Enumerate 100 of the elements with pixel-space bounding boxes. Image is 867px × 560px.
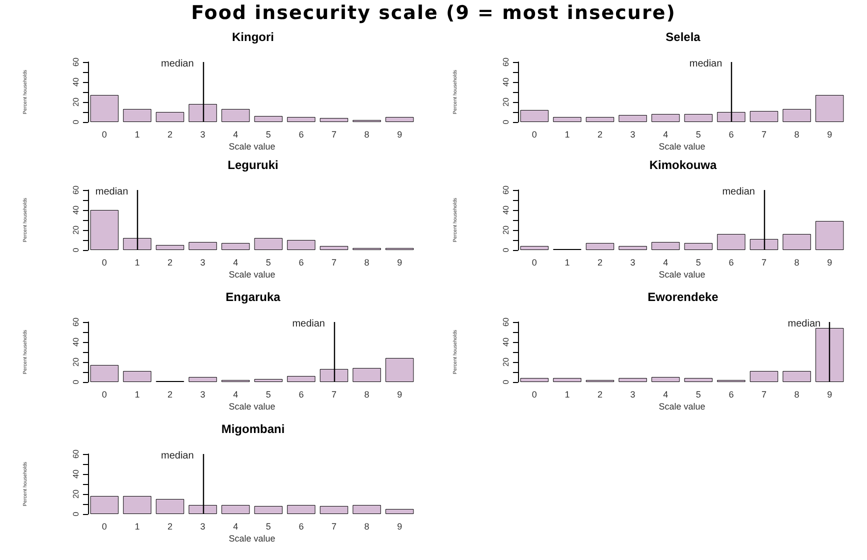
ref-line-label: median — [689, 58, 722, 70]
ref-line-label: median — [788, 318, 821, 330]
ref-line-label: median — [160, 450, 194, 462]
x-tick-label: 1 — [134, 522, 140, 532]
y-tick-label: 40 — [502, 337, 510, 346]
x-tick-label: 9 — [827, 130, 832, 140]
ref-line-label: median — [95, 186, 128, 198]
bar — [782, 371, 811, 382]
x-tick-label: 0 — [102, 130, 107, 140]
x-tick-label: 4 — [663, 258, 668, 268]
bar — [815, 95, 844, 122]
chart-title: Kimokouwa — [649, 158, 717, 172]
x-tick-label: 0 — [532, 130, 537, 140]
x-tick-label: 3 — [200, 390, 206, 400]
x-tick-label: 2 — [167, 258, 173, 268]
y-tick-label: 20 — [72, 357, 80, 366]
x-tick-label: 0 — [532, 390, 537, 400]
y-tick-label: 40 — [72, 469, 80, 478]
x-tick-label: 1 — [564, 258, 570, 268]
y-tick-label: 0 — [72, 511, 80, 516]
x-axis-title: Scale value — [658, 402, 706, 412]
ref-line-label: median — [292, 318, 325, 330]
x-tick-label: 4 — [233, 522, 238, 532]
x-tick-label: 1 — [134, 130, 140, 140]
x-tick-label: 3 — [630, 390, 636, 400]
bar — [618, 378, 647, 382]
y-tick-label: 40 — [72, 77, 80, 86]
y-tick-label: 0 — [502, 379, 510, 384]
y-tick-label: 0 — [72, 379, 80, 384]
x-axis-title: Scale value — [228, 142, 276, 152]
y-tick-label: 0 — [72, 247, 80, 252]
bar — [750, 111, 778, 122]
x-tick-label: 4 — [233, 258, 238, 268]
x-tick-label: 3 — [200, 130, 206, 140]
y-tick-label: 40 — [72, 337, 80, 346]
x-tick-label: 9 — [397, 522, 402, 532]
x-tick-label: 9 — [827, 390, 832, 400]
bar — [287, 376, 316, 382]
x-tick-label: 7 — [331, 522, 337, 532]
bar — [553, 117, 582, 122]
x-tick-label: 5 — [266, 522, 271, 532]
bar — [782, 109, 811, 122]
ref-line-label: median — [722, 186, 755, 198]
bar — [352, 368, 381, 382]
ref-line-label: median — [160, 58, 194, 70]
bar — [320, 506, 348, 514]
y-tick-label: 60 — [72, 57, 80, 66]
x-tick-label: 2 — [597, 390, 603, 400]
x-tick-label: 7 — [761, 130, 767, 140]
x-tick-label: 8 — [364, 390, 370, 400]
bar — [287, 240, 316, 250]
chart-title: Kingori — [232, 30, 274, 44]
x-axis-title: Scale value — [228, 534, 276, 544]
y-tick-label: 20 — [502, 225, 510, 234]
bar — [618, 246, 647, 250]
bar — [352, 505, 381, 514]
bar — [684, 114, 713, 122]
x-axis-title: Scale value — [228, 402, 276, 412]
x-tick-label: 2 — [597, 258, 603, 268]
x-tick-label: 1 — [564, 130, 570, 140]
x-tick-label: 2 — [167, 130, 173, 140]
x-tick-label: 0 — [102, 258, 107, 268]
bar — [684, 378, 713, 382]
bar — [156, 112, 184, 122]
y-tick-label: 20 — [502, 97, 510, 106]
x-tick-label: 9 — [397, 390, 402, 400]
y-tick-label: 60 — [72, 449, 80, 458]
bar — [385, 509, 414, 514]
x-tick-label: 5 — [696, 390, 701, 400]
x-tick-label: 8 — [794, 130, 800, 140]
chart-title: Engaruka — [226, 290, 281, 304]
x-tick-label: 3 — [630, 258, 636, 268]
bar — [254, 379, 283, 382]
bar — [385, 358, 414, 382]
bar — [320, 118, 348, 122]
bar — [586, 243, 614, 250]
y-tick-label: 20 — [72, 225, 80, 234]
bar — [254, 506, 283, 514]
x-tick-label: 6 — [298, 390, 304, 400]
y-tick-label: 0 — [502, 247, 510, 252]
bar — [553, 378, 582, 382]
y-tick-label: 60 — [72, 185, 80, 194]
bar — [188, 242, 217, 250]
x-tick-label: 4 — [663, 390, 668, 400]
x-tick-label: 5 — [266, 130, 271, 140]
x-tick-label: 8 — [794, 390, 800, 400]
bar — [254, 238, 283, 250]
y-tick-label: 20 — [72, 97, 80, 106]
x-tick-label: 2 — [167, 390, 173, 400]
bar — [287, 505, 316, 514]
bar — [717, 234, 746, 250]
y-tick-label: 20 — [72, 489, 80, 498]
bar — [586, 117, 614, 122]
bar — [750, 371, 778, 382]
y-tick-label: 60 — [72, 317, 80, 326]
bar — [156, 245, 184, 250]
x-tick-label: 6 — [728, 130, 734, 140]
bar — [618, 115, 647, 122]
bar — [221, 243, 250, 250]
text: Food insecurity scale (9 = most insecure) — [190, 2, 677, 24]
